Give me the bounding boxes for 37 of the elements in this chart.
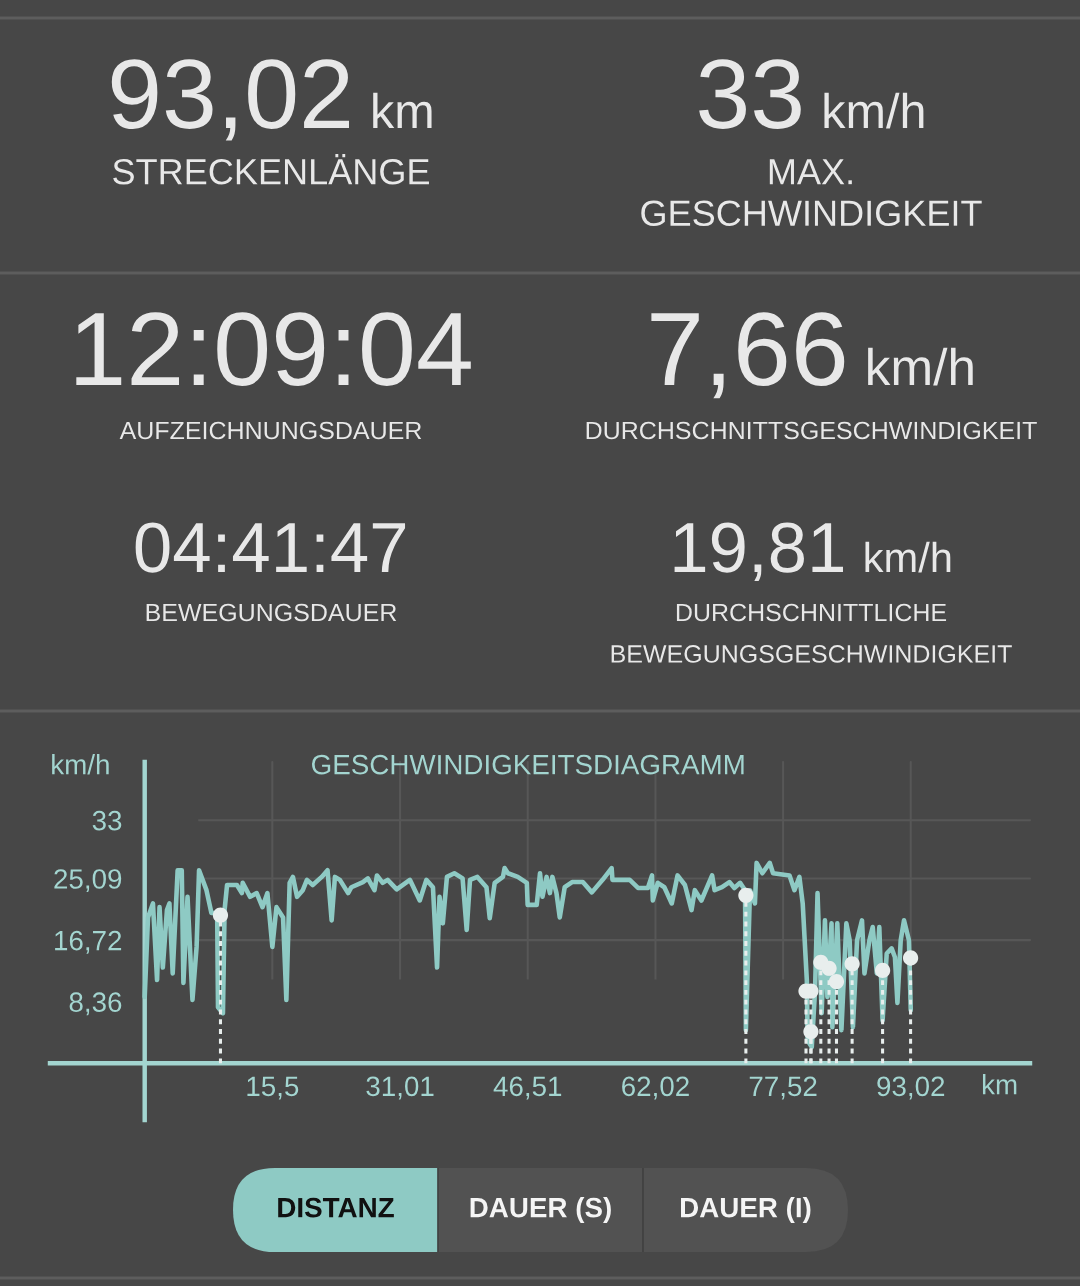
text: 7,66 km/h — [651, 312, 973, 399]
point — [828, 973, 845, 990]
text: AUFZEICHNUNGSDAUER — [119, 421, 422, 440]
text: 93,02 km — [111, 59, 432, 141]
point — [874, 962, 891, 979]
point — [902, 950, 919, 966]
text: 04:41:47 — [135, 522, 406, 573]
x-tick-label: 62,02 — [622, 1076, 689, 1100]
line-series — [142, 860, 914, 1050]
y-tick-label: 16,72 — [55, 930, 122, 954]
chart-title: GESCHWINDIGKEITSDIAGRAMM — [312, 754, 744, 775]
y-tick-label: 25,09 — [54, 869, 122, 893]
x-tick-label: 31,01 — [366, 1076, 434, 1100]
category-label: DAUER (S) — [470, 1197, 611, 1223]
x-tick-label: 77,52 — [749, 1076, 817, 1100]
x-tick-label: 15,5 — [247, 1076, 299, 1100]
x-tick-label: 93,02 — [877, 1076, 945, 1100]
x-tick-label: 46,51 — [493, 1076, 562, 1100]
point — [738, 887, 754, 903]
x-axis-title: km — [982, 1074, 1017, 1095]
point — [803, 1024, 819, 1040]
text: STRECKENLÄNGE — [113, 153, 429, 185]
text: BEWEGUNGSDAUER — [146, 603, 397, 622]
text: MAX. GESCHWINDIGKEIT — [641, 159, 982, 227]
text: 19,81 km/h — [674, 522, 951, 582]
text: DURCHSCHNITTSGESCHWINDIGKEIT — [586, 421, 1037, 440]
text: 12:09:04 — [76, 312, 471, 387]
point — [844, 956, 860, 972]
point — [821, 960, 837, 976]
point — [212, 907, 229, 923]
category-label: DISTANZ — [278, 1197, 394, 1218]
text: 33 km/h — [699, 59, 924, 129]
y-tick-label: 33 — [92, 810, 122, 831]
text: DURCHSCHNITTLICHE BEWEGUNGSGESCHWINDIGKEIT — [611, 603, 1012, 663]
category-label: DAUER (I) — [681, 1197, 811, 1223]
y-axis-title: km/h — [52, 754, 109, 775]
y-tick-label: 8,36 — [69, 992, 122, 1016]
